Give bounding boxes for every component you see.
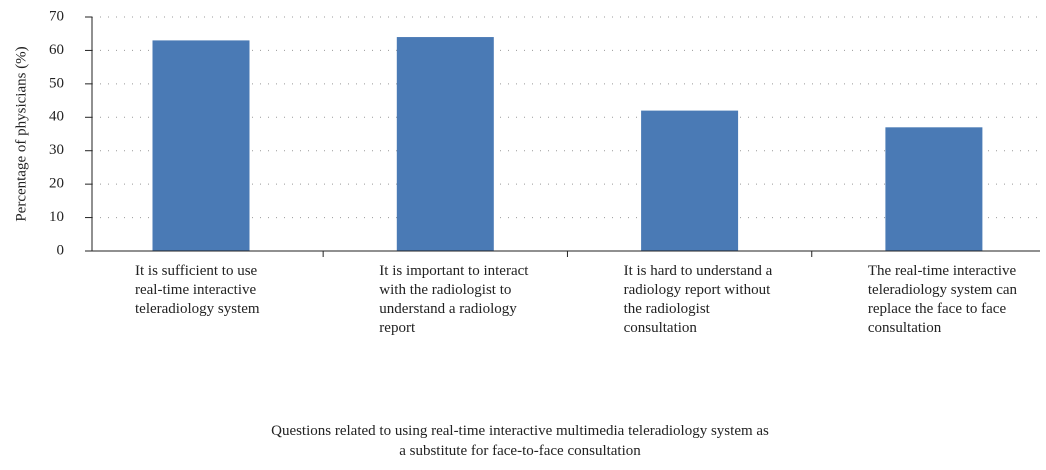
bar [641,110,739,251]
y-tick-label: 20 [49,176,64,192]
x-tick-label: It is hard to understand a radiology rep… [623,263,773,336]
y-tick-label: 50 [49,75,64,91]
x-tick-label: It is important to interact with the rad… [379,263,529,336]
x-tick-label: The real-time interactive teleradiology … [867,263,1018,336]
y-tick-label: 30 [49,142,64,158]
y-tick-label: 10 [49,209,64,225]
y-tick-label: 60 [49,42,64,58]
y-axis-title: Percentage of physicians (%) [13,46,29,221]
bar [396,37,494,251]
bar [152,40,250,252]
bar [885,127,983,251]
x-tick-label: It is sufficient to use real-time intera… [135,263,260,317]
y-tick-label: 40 [49,109,64,125]
x-axis-title: Questions related to using real-time int… [271,423,769,459]
y-tick-label: 70 [49,8,64,24]
y-tick-label: 0 [57,242,65,258]
